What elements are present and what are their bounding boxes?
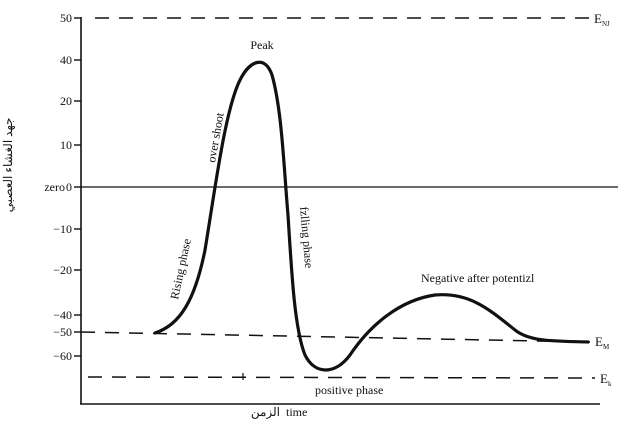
e-k-label: Ek [600,371,612,388]
y-tick-label: 0 [66,180,72,194]
e-k-line [87,376,596,379]
falling-phase-label: fzlling phase [297,206,316,269]
zero-label: zero [44,180,65,194]
y-tick-label: −60 [53,349,72,363]
action-potential-curve [153,60,590,372]
y-tick-label: 40 [60,53,72,67]
y-ticks: 50 40 20 10 0 −10 −20 −40 −50 −60 [53,11,81,363]
y-tick-label: −10 [53,222,72,236]
negative-after-potential-label: Negative after potentizl [421,271,535,285]
y-axis-label: جهد الغشاء العصبي [1,118,15,213]
e-m-label: EM [595,334,610,351]
rising-phase-label: Rising phase [167,237,194,300]
x-axis-label-arabic: الزمن [251,405,280,419]
y-tick-label: 10 [60,138,72,152]
e-m-line [80,331,591,343]
x-axis-label: time [286,405,307,419]
y-tick-label: 50 [60,11,72,25]
y-tick-label: −50 [53,325,72,339]
y-tick-label: 20 [60,94,72,108]
e-na-label: ENJ [594,11,610,28]
y-tick-label: −20 [53,263,72,277]
y-tick-label: −40 [53,308,72,322]
positive-phase-label: positive phase [315,383,383,397]
peak-label: Peak [250,38,273,52]
